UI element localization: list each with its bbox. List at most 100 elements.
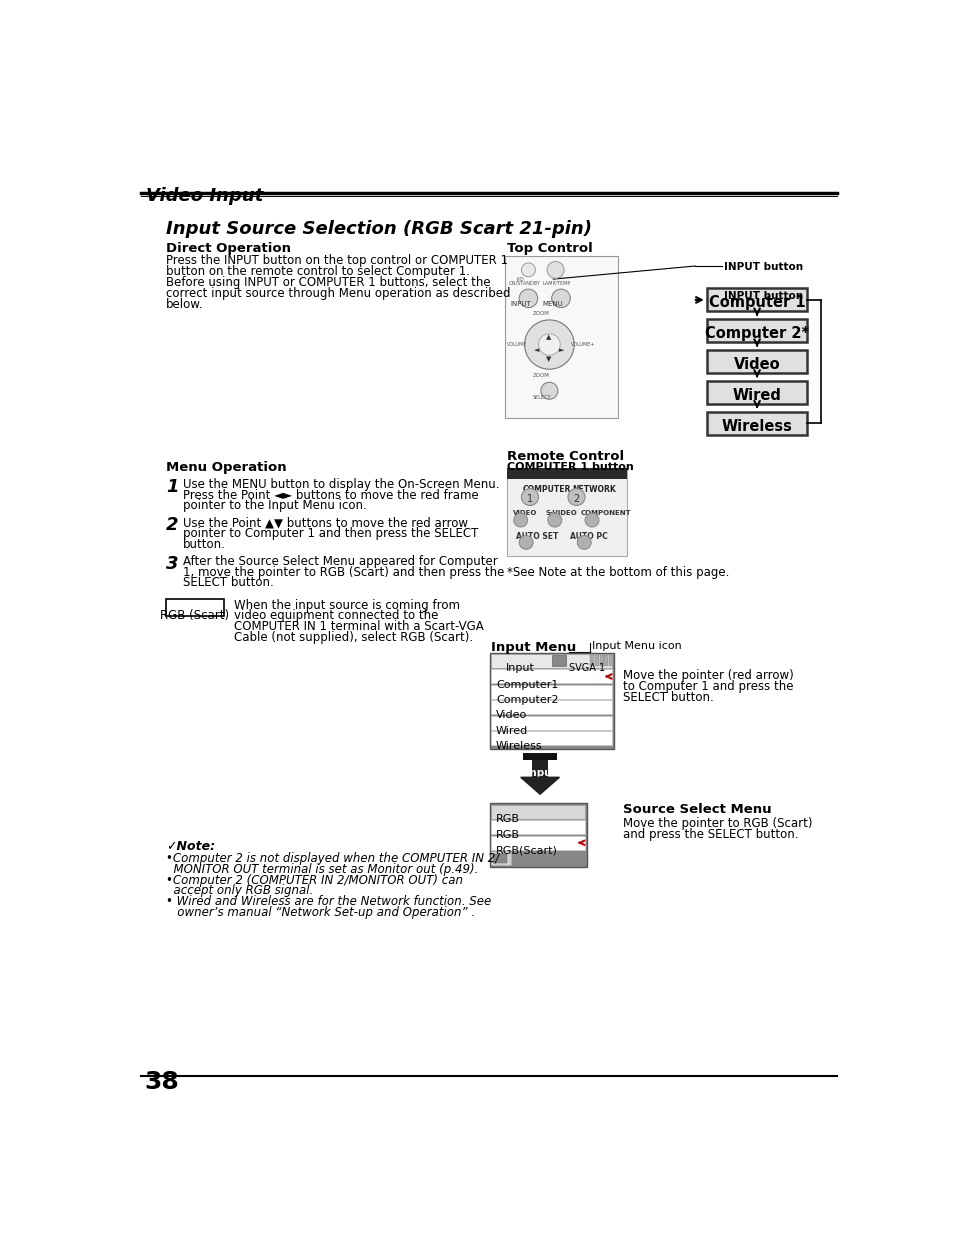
Text: Computer: Computer: [511, 768, 568, 778]
Text: Top Control: Top Control: [506, 242, 592, 256]
Text: SVGA 1: SVGA 1: [568, 663, 604, 673]
Bar: [491, 655, 612, 668]
Text: video equipment connected to the: video equipment connected to the: [233, 609, 437, 622]
Text: SELECT: SELECT: [532, 395, 550, 400]
Text: ZOOM: ZOOM: [533, 311, 550, 316]
Text: Press the Point ◄► buttons to move the red frame: Press the Point ◄► buttons to move the r…: [183, 489, 478, 501]
Text: INPUT button: INPUT button: [723, 290, 802, 300]
Text: VOLUME: VOLUME: [506, 342, 527, 347]
Text: Input Menu: Input Menu: [491, 641, 576, 655]
Text: INPUT: INPUT: [510, 300, 531, 306]
Circle shape: [547, 514, 561, 527]
Text: NETWORK: NETWORK: [572, 484, 616, 494]
Text: ▲: ▲: [546, 335, 551, 341]
Circle shape: [567, 489, 584, 505]
Text: Wireless: Wireless: [496, 741, 542, 751]
Text: to Computer 1 and press the: to Computer 1 and press the: [622, 680, 793, 693]
Text: Move the pointer (red arrow): Move the pointer (red arrow): [622, 669, 793, 683]
Text: RGB (Scart): RGB (Scart): [160, 609, 229, 622]
Text: *See Note at the bottom of this page.: *See Note at the bottom of this page.: [506, 566, 728, 578]
Text: Video Input: Video Input: [146, 186, 263, 205]
Text: ON/STANDBY: ON/STANDBY: [508, 280, 539, 285]
Text: MONITOR OUT terminal is set as Monitor out (p.49).: MONITOR OUT terminal is set as Monitor o…: [166, 863, 477, 876]
Text: Input Menu icon: Input Menu icon: [592, 641, 681, 651]
Text: 1: 1: [536, 777, 543, 787]
Text: COMPUTER IN 1 terminal with a Scart-VGA: COMPUTER IN 1 terminal with a Scart-VGA: [233, 620, 483, 634]
Circle shape: [577, 536, 591, 550]
Text: Press the INPUT button on the top control or COMPUTER 1: Press the INPUT button on the top contro…: [166, 254, 507, 268]
Circle shape: [524, 320, 574, 369]
Bar: [604, 655, 608, 666]
Bar: [493, 853, 506, 863]
Bar: [608, 655, 612, 666]
Bar: [599, 655, 603, 666]
Circle shape: [521, 263, 535, 277]
Text: pointer to Computer 1 and then press the SELECT: pointer to Computer 1 and then press the…: [183, 527, 477, 540]
Text: When the input source is coming from: When the input source is coming from: [233, 599, 459, 611]
Bar: [522, 752, 557, 761]
Text: 2: 2: [166, 516, 178, 535]
Text: INPUT button: INPUT button: [723, 262, 802, 272]
Bar: [166, 599, 224, 615]
Text: •Computer 2 is not displayed when the COMPUTER IN 2/: •Computer 2 is not displayed when the CO…: [166, 852, 498, 864]
Text: COMPUTER: COMPUTER: [521, 484, 570, 494]
Text: AUTO PC: AUTO PC: [570, 531, 607, 541]
Bar: [506, 468, 626, 479]
Bar: [491, 685, 612, 699]
Text: VOLUME+: VOLUME+: [571, 342, 595, 347]
Text: COMPONENT: COMPONENT: [579, 510, 630, 516]
Text: and press the SELECT button.: and press the SELECT button.: [622, 829, 798, 841]
Text: • Wired and Wireless are for the Network function. See: • Wired and Wireless are for the Network…: [166, 895, 491, 908]
Text: After the Source Select Menu appeared for Computer: After the Source Select Menu appeared fo…: [183, 555, 497, 568]
Bar: [532, 761, 547, 777]
Text: Move the pointer to RGB (Scart): Move the pointer to RGB (Scart): [622, 818, 812, 830]
Circle shape: [546, 262, 563, 278]
Bar: [505, 256, 617, 417]
Bar: [491, 851, 510, 864]
Text: ►: ►: [558, 347, 563, 353]
Text: 1, move the pointer to RGB (Scart) and then press the: 1, move the pointer to RGB (Scart) and t…: [183, 566, 503, 578]
Text: VIDEO: VIDEO: [513, 510, 537, 516]
Text: 2: 2: [573, 494, 579, 504]
Text: accept only RGB signal.: accept only RGB signal.: [166, 884, 313, 898]
Circle shape: [518, 536, 533, 550]
Polygon shape: [520, 777, 558, 794]
Text: below.: below.: [166, 298, 203, 310]
Text: Computer2: Computer2: [496, 695, 558, 705]
Bar: [595, 655, 598, 666]
Text: Computer 1: Computer 1: [708, 295, 804, 310]
Text: pointer to the Input Menu icon.: pointer to the Input Menu icon.: [183, 499, 366, 513]
Text: Use the Point ▲▼ buttons to move the red arrow: Use the Point ▲▼ buttons to move the red…: [183, 516, 467, 530]
Circle shape: [584, 514, 598, 527]
Text: button on the remote control to select Computer 1.: button on the remote control to select C…: [166, 266, 469, 278]
Text: Wireless: Wireless: [720, 419, 792, 433]
Text: RGB(Scart): RGB(Scart): [496, 846, 558, 856]
Circle shape: [521, 489, 537, 505]
Text: ◄: ◄: [534, 347, 538, 353]
Text: ✓Note:: ✓Note:: [166, 840, 214, 852]
Text: AUTO SET: AUTO SET: [516, 531, 558, 541]
Text: I/O: I/O: [516, 275, 523, 282]
Text: Wired: Wired: [496, 726, 528, 736]
Text: RGB: RGB: [496, 814, 519, 824]
Text: Menu Operation: Menu Operation: [166, 461, 286, 474]
Bar: [706, 411, 806, 435]
Text: SELECT button.: SELECT button.: [183, 577, 274, 589]
Bar: [491, 731, 612, 745]
Circle shape: [540, 383, 558, 399]
Text: ZOOM: ZOOM: [533, 373, 550, 378]
Bar: [706, 380, 806, 404]
Bar: [706, 350, 806, 373]
Text: 38: 38: [144, 1070, 178, 1094]
Text: Remote Control: Remote Control: [506, 450, 623, 463]
Bar: [551, 655, 565, 667]
Text: ▼: ▼: [546, 356, 551, 362]
Text: SELECT button.: SELECT button.: [622, 692, 713, 704]
Text: 3: 3: [166, 555, 178, 573]
Text: Use the MENU button to display the On-Screen Menu.: Use the MENU button to display the On-Sc…: [183, 478, 498, 490]
Bar: [491, 700, 612, 714]
Bar: [491, 836, 584, 850]
Circle shape: [537, 333, 559, 356]
Bar: [489, 804, 586, 867]
Text: RGB: RGB: [496, 830, 519, 841]
